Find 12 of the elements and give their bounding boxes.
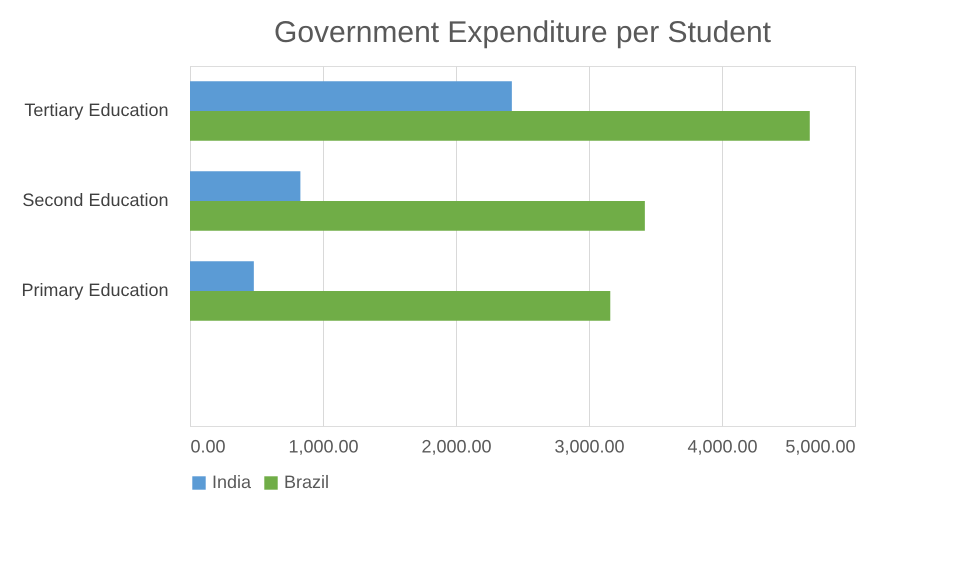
y-tick-label: Primary Education xyxy=(21,280,168,300)
y-tick-label: Second Education xyxy=(22,190,168,210)
y-tick-label: Tertiary Education xyxy=(24,100,168,120)
x-tick-label: 1,000.00 xyxy=(288,436,359,456)
x-tick-label: 4,000.00 xyxy=(687,436,758,456)
x-tick-label: 0.00 xyxy=(190,436,226,456)
chart-title: Government Expenditure per Student xyxy=(274,16,772,49)
x-tick-label: 2,000.00 xyxy=(421,436,492,456)
x-tick-label: 5,000.00 xyxy=(785,436,856,456)
x-tick-label: 3,000.00 xyxy=(554,436,625,456)
legend-label: Brazil xyxy=(284,472,330,492)
legend-label: India xyxy=(212,472,252,492)
